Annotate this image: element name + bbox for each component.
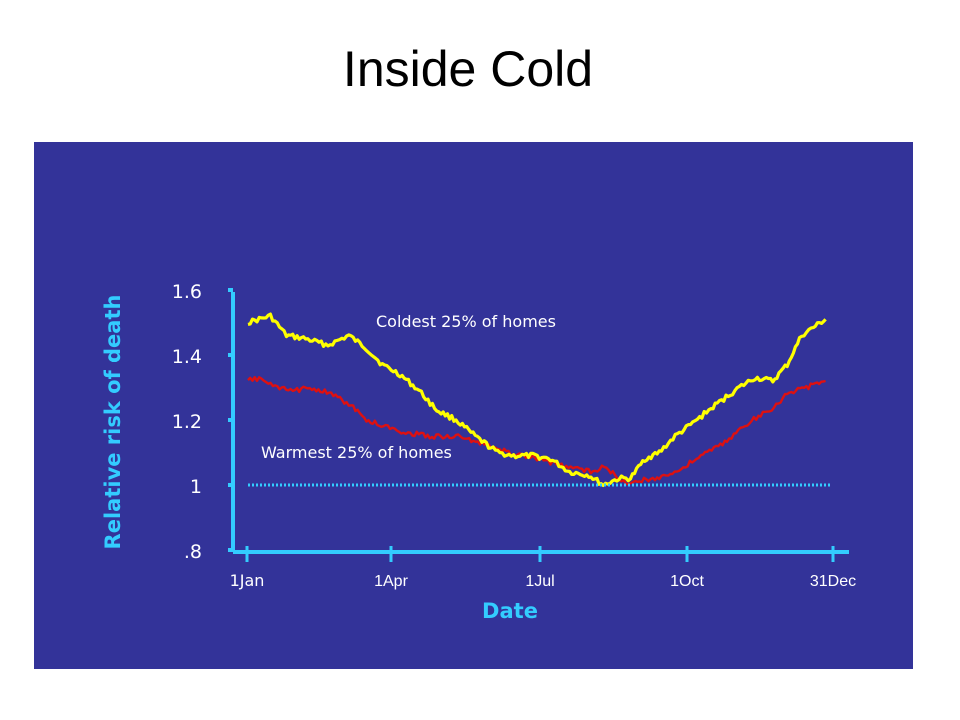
- y-tick-label: 1.4: [172, 346, 202, 368]
- chart-axes: [231, 292, 849, 554]
- slide-title: Inside Cold: [342, 41, 594, 97]
- x-tick-label: 31Dec: [810, 573, 856, 590]
- x-tick-label: 1Oct: [670, 573, 704, 590]
- coldest-homes-line: [247, 312, 827, 488]
- warmest-series-label: Warmest 25% of homes: [261, 443, 452, 462]
- y-axis-label: Relative risk of death: [101, 295, 125, 550]
- y-tick-label: 1: [190, 476, 202, 498]
- x-tick-label: 1Apr: [374, 573, 408, 590]
- warmest-homes-line: [247, 376, 826, 486]
- y-tick-label: .8: [184, 541, 202, 563]
- y-tick-label: 1.2: [172, 411, 202, 433]
- x-axis-label: Date: [482, 599, 538, 623]
- x-tick-label: 1Jan: [230, 571, 265, 590]
- x-tick-label: 1Jul: [525, 573, 554, 590]
- y-ticks: .8 1 1.2 1.4 1.6: [172, 281, 233, 563]
- x-ticks: 1Jan 1Apr 1Jul 1Oct 31Dec: [230, 546, 856, 590]
- y-tick-label: 1.6: [172, 281, 202, 303]
- coldest-series-label: Coldest 25% of homes: [376, 312, 556, 331]
- series-layer: [247, 312, 832, 488]
- chart-panel: [34, 142, 913, 669]
